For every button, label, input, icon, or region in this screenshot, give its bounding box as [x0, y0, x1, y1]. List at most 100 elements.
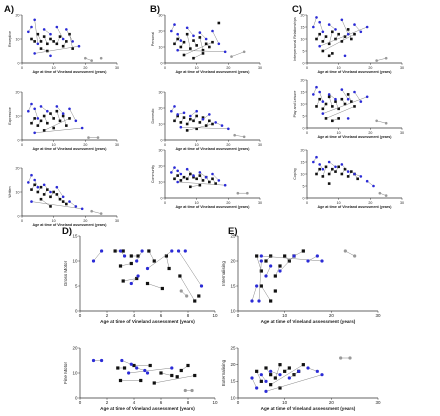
- panel-label-b: B): [150, 4, 161, 15]
- y-axis-label: Written: [8, 186, 12, 197]
- series-connector: [261, 255, 323, 262]
- series-connector: [199, 172, 207, 178]
- y-tick-label: 20: [16, 90, 20, 94]
- series-connector: [136, 250, 143, 262]
- data-point-blue: [315, 16, 318, 19]
- y-tick-label: 0: [75, 395, 78, 400]
- data-point-black: [39, 47, 43, 50]
- data-point-blue: [269, 369, 273, 373]
- series-connector: [34, 179, 39, 188]
- data-point-blue: [49, 190, 52, 194]
- series-connector: [34, 19, 39, 44]
- x-tick-label: 0: [306, 131, 308, 135]
- data-point-black: [195, 127, 198, 131]
- series-connector: [187, 27, 194, 36]
- data-point-gray: [90, 59, 93, 62]
- series-connector: [275, 265, 281, 277]
- series-connector: [177, 50, 226, 52]
- x-tick-label: 10: [52, 219, 56, 223]
- data-point-black: [208, 180, 211, 184]
- data-point-blue: [255, 386, 259, 390]
- data-point-gray: [183, 388, 187, 393]
- data-point-black: [122, 366, 127, 370]
- series-connector: [251, 285, 257, 302]
- x-tick-label: 30: [375, 313, 381, 318]
- data-point-black: [346, 175, 350, 178]
- series-connector: [199, 32, 207, 40]
- data-point-black: [167, 266, 171, 271]
- data-point-blue: [250, 376, 254, 380]
- data-point-blue: [173, 23, 176, 26]
- data-point-blue: [353, 172, 356, 176]
- data-point-blue: [176, 169, 179, 173]
- data-point-blue: [292, 254, 296, 258]
- x-tick-label: 30: [258, 66, 262, 70]
- data-point-black: [315, 172, 318, 176]
- data-point-blue: [365, 95, 369, 99]
- data-point-blue: [340, 163, 344, 166]
- series-connector: [147, 283, 163, 289]
- data-point-black: [185, 129, 189, 132]
- y-axis-label: Externalising: [221, 359, 226, 386]
- data-point-blue: [61, 37, 65, 41]
- y-tick-label: 15: [230, 283, 236, 288]
- data-point-black: [49, 37, 52, 41]
- data-point-black: [269, 373, 273, 377]
- data-point-black: [33, 40, 36, 43]
- data-point-gray: [384, 56, 388, 60]
- x-tick-label: 0: [79, 400, 82, 405]
- data-point-blue: [42, 28, 46, 31]
- data-point-black: [65, 124, 68, 127]
- data-point-blue: [340, 18, 344, 22]
- data-point-gray: [353, 254, 357, 258]
- data-point-black: [201, 48, 205, 52]
- x-tick-label: 10: [52, 66, 56, 70]
- data-point-blue: [346, 170, 350, 173]
- data-point-black: [331, 167, 334, 171]
- y-tick-label: 0: [303, 61, 305, 65]
- data-point-black: [211, 177, 214, 181]
- data-point-gray: [242, 50, 246, 54]
- x-tick-label: 10: [52, 143, 56, 147]
- data-point-gray: [99, 56, 103, 60]
- data-point-blue: [195, 109, 198, 113]
- data-point-black: [182, 53, 186, 57]
- data-point-blue: [217, 42, 221, 46]
- data-point-black: [343, 35, 347, 38]
- data-point-gray: [236, 191, 240, 195]
- x-tick-label: 30: [400, 201, 404, 205]
- y-tick-label: 15: [301, 160, 305, 164]
- series-connector: [34, 46, 80, 54]
- y-tick-label: 10: [230, 308, 236, 313]
- data-point-black: [192, 175, 195, 179]
- data-point-blue: [68, 200, 71, 203]
- x-axis-label: Age at time of Vineland assessment (year…: [100, 406, 195, 411]
- series-connector: [212, 173, 219, 181]
- series-connector: [187, 169, 194, 176]
- x-tick-label: 0: [79, 313, 82, 318]
- y-tick-label: 20: [159, 29, 163, 33]
- data-point-gray: [96, 136, 100, 139]
- series-connector: [120, 263, 132, 267]
- panel-label-c: C): [292, 4, 303, 15]
- data-point-blue: [122, 254, 127, 258]
- x-tick-label: 8: [187, 313, 190, 318]
- data-point-gray: [343, 249, 347, 253]
- x-tick-label: 30: [375, 400, 381, 405]
- data-point-black: [193, 299, 197, 303]
- y-axis-label: Receptive: [8, 31, 12, 47]
- data-point-blue: [255, 284, 259, 288]
- data-point-black: [192, 56, 195, 60]
- x-axis-label: Age at time of Vineland assessment (year…: [175, 205, 250, 209]
- data-point-black: [318, 32, 321, 36]
- data-point-black: [139, 378, 143, 383]
- data-point-blue: [365, 179, 369, 183]
- y-tick-label: 20: [16, 13, 20, 17]
- series-connector: [376, 120, 387, 124]
- data-point-black: [350, 37, 353, 41]
- data-point-blue: [182, 111, 186, 115]
- data-point-blue: [312, 93, 315, 96]
- y-tick-label: 0: [18, 61, 20, 65]
- x-axis-label: Age at time of Vineland assessment (year…: [32, 70, 107, 74]
- data-point-black: [176, 174, 179, 177]
